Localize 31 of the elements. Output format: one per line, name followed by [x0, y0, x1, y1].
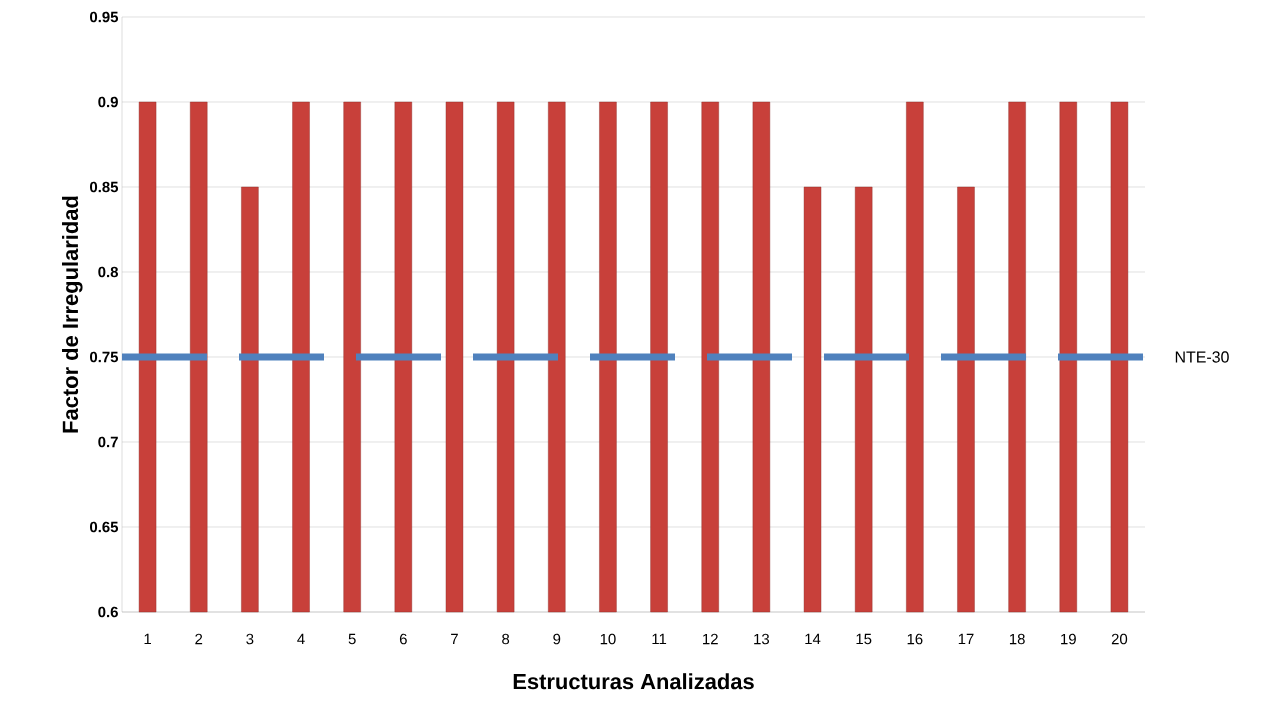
x-tick-label: 2 [195, 633, 203, 645]
x-tick-label: 5 [348, 633, 356, 645]
x-tick-label: 1 [144, 633, 151, 645]
y-tick-label: 0.65 [89, 521, 119, 533]
x-tick-label: 19 [1061, 633, 1076, 645]
x-tick-label: 15 [856, 633, 872, 645]
x-tick-label: 20 [1111, 633, 1128, 645]
x-tick-label: 8 [502, 633, 510, 645]
x-tick-label: 16 [907, 633, 923, 645]
y-tick-label: 0.85 [89, 181, 119, 193]
y-tick-label: 0.7 [98, 436, 118, 448]
x-tick-label: 18 [1009, 633, 1025, 645]
x-tick-label: 11 [652, 633, 667, 645]
x-tick-label: 4 [297, 633, 305, 645]
x-tick-label: 17 [958, 633, 974, 645]
y-axis-title: Factor de Irregularidad [62, 196, 83, 433]
x-tick-label: 3 [246, 633, 254, 645]
x-tick-label: 12 [703, 633, 718, 645]
y-tick-label: 0.8 [98, 266, 119, 278]
x-tick-label: 14 [805, 633, 821, 645]
x-tick-label: 10 [600, 633, 616, 645]
x-tick-label: 13 [754, 633, 770, 645]
y-tick-label: 0.9 [98, 96, 118, 108]
x-tick-label: 7 [451, 633, 458, 645]
y-tick-label: 0.95 [89, 11, 119, 23]
y-tick-label: 0.75 [89, 351, 119, 363]
y-tick-label: 0.6 [98, 606, 118, 618]
ref-line-label: NTE-30 [1175, 351, 1229, 363]
x-tick-label: 6 [399, 633, 407, 645]
x-tick-label: 9 [553, 633, 561, 645]
x-axis-title: Estructuras Analizadas [513, 673, 754, 690]
